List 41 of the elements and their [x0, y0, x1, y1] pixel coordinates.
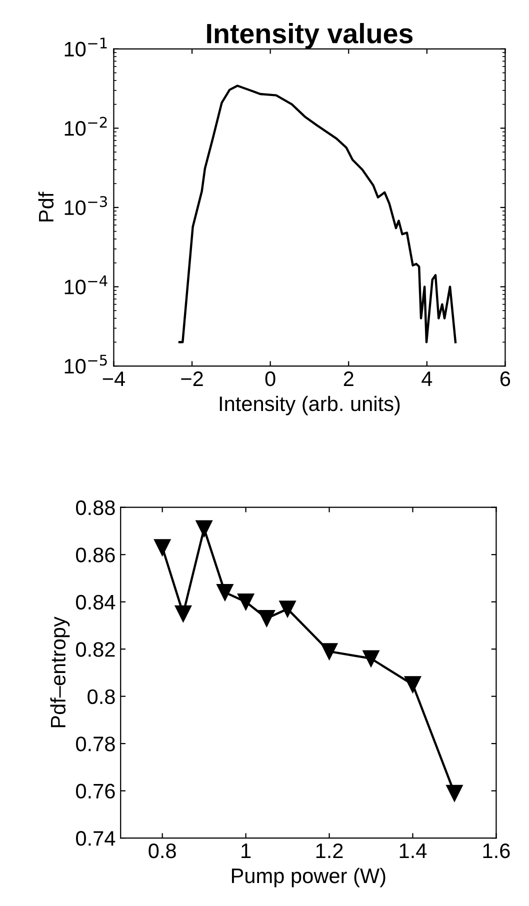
- x-axis-title: Pump power (W): [232, 868, 386, 888]
- point: [446, 784, 463, 802]
- y-tick-label: 0.74: [76, 831, 116, 846]
- point: [279, 600, 296, 618]
- point: [258, 610, 276, 627]
- line-series: [178, 84, 457, 344]
- y-tick-label: 0.82: [76, 642, 115, 657]
- point: [237, 594, 254, 610]
- x-axis-title: Intensity (arb. units): [220, 396, 400, 416]
- x-tick-label: 2: [344, 371, 354, 386]
- y-axis-title: Pdf: [38, 192, 54, 222]
- point: [196, 520, 212, 537]
- x-tick-label: 4: [422, 372, 432, 386]
- y-tick-label: 0.76: [76, 784, 115, 799]
- x-tick-label: 0: [265, 371, 276, 386]
- x-tick-label: 1.6: [483, 843, 510, 858]
- x-tick-label: 6: [500, 371, 510, 386]
- x-tick-label: 1.4: [400, 844, 427, 858]
- y-tick-label: 0.84: [76, 594, 116, 610]
- point: [154, 539, 171, 556]
- x-tick-label: 1: [242, 844, 251, 858]
- y-tick-label: 0.88: [76, 500, 115, 516]
- y-axis-title: Pdf–entropy: [50, 616, 70, 728]
- chart-title: Intensity values: [207, 23, 413, 49]
- y-tick-label: 10$^{−4}$: [64, 276, 108, 294]
- point: [174, 605, 192, 622]
- y-tick-label: 0.8: [88, 689, 115, 704]
- y-tick-label: 10$^{−5}$: [64, 354, 107, 374]
- y-tick-label: 0.86: [76, 548, 115, 562]
- y-tick-label: 10$^{−2}$: [64, 116, 107, 136]
- point: [320, 643, 338, 660]
- point: [404, 676, 422, 693]
- x-tick-label: 0.8: [148, 843, 176, 858]
- y-tick-label: 10$^{−1}$: [64, 38, 107, 57]
- point: [362, 650, 380, 667]
- y-tick-label: 10$^{−3}$: [64, 196, 107, 216]
- x-tick-label: −2: [181, 371, 203, 386]
- x-tick-label: 1.2: [316, 843, 343, 858]
- y-tick-label: 0.78: [76, 736, 115, 752]
- x-tick-label: −4: [102, 372, 125, 386]
- point: [216, 584, 234, 601]
